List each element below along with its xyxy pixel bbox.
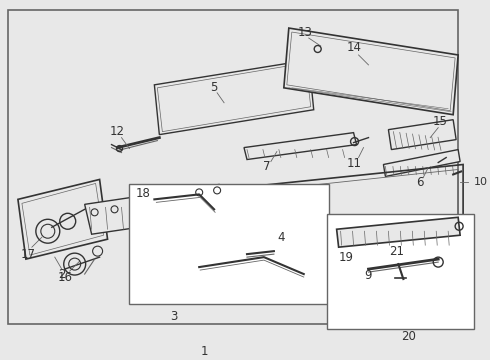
Text: 6: 6 (416, 176, 424, 189)
Text: 21: 21 (389, 245, 404, 258)
Polygon shape (384, 149, 460, 176)
Text: 5: 5 (210, 81, 218, 94)
Polygon shape (337, 217, 460, 247)
Text: 1: 1 (200, 345, 208, 358)
Text: 19: 19 (339, 251, 354, 264)
Text: 12: 12 (110, 125, 125, 138)
Polygon shape (85, 184, 227, 234)
Text: 17: 17 (21, 248, 35, 261)
Bar (327, 214, 474, 329)
Text: 7: 7 (263, 160, 270, 173)
Text: 20: 20 (401, 330, 416, 343)
Polygon shape (284, 28, 458, 115)
Text: 16: 16 (57, 271, 72, 284)
Polygon shape (389, 120, 456, 149)
Polygon shape (18, 179, 108, 259)
Text: 11: 11 (347, 157, 362, 170)
Text: 2: 2 (58, 267, 66, 280)
Bar (8, 10, 458, 324)
Text: 13: 13 (297, 26, 312, 39)
Text: 9: 9 (365, 269, 372, 282)
Text: 3: 3 (171, 310, 178, 323)
Text: 15: 15 (433, 115, 448, 128)
Text: 10: 10 (474, 177, 488, 188)
Bar (129, 184, 329, 304)
Text: 4: 4 (277, 231, 285, 244)
Text: 14: 14 (347, 41, 362, 54)
Polygon shape (244, 132, 357, 159)
Polygon shape (154, 60, 314, 135)
Text: 18: 18 (136, 187, 151, 200)
